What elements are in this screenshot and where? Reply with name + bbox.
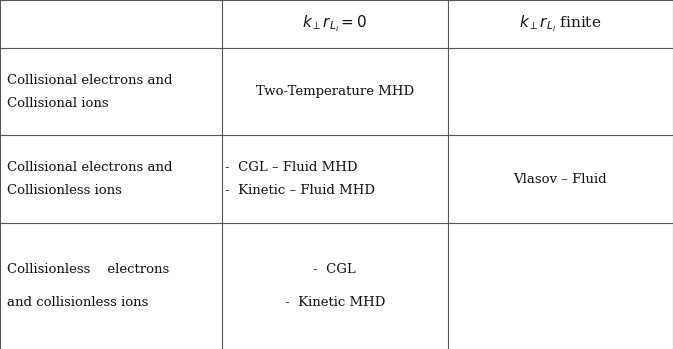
Text: Two-Temperature MHD: Two-Temperature MHD xyxy=(256,85,414,98)
Text: and collisionless ions: and collisionless ions xyxy=(7,296,148,309)
Text: -  CGL: - CGL xyxy=(314,263,356,276)
Text: Collisional electrons and: Collisional electrons and xyxy=(7,74,172,87)
Text: $k_{\perp} r_{L_i} = 0$: $k_{\perp} r_{L_i} = 0$ xyxy=(302,14,367,34)
Text: -  CGL – Fluid MHD: - CGL – Fluid MHD xyxy=(225,162,358,174)
Text: Collisional ions: Collisional ions xyxy=(7,97,108,110)
Text: Vlasov – Fluid: Vlasov – Fluid xyxy=(513,173,607,186)
Text: Collisionless ions: Collisionless ions xyxy=(7,184,122,197)
Text: Collisional electrons and: Collisional electrons and xyxy=(7,162,172,174)
Text: $k_{\perp} r_{L_i}$ finite: $k_{\perp} r_{L_i}$ finite xyxy=(519,14,602,34)
Text: -  Kinetic MHD: - Kinetic MHD xyxy=(285,296,385,309)
Text: Collisionless    electrons: Collisionless electrons xyxy=(7,263,169,276)
Text: -  Kinetic – Fluid MHD: - Kinetic – Fluid MHD xyxy=(225,184,376,197)
